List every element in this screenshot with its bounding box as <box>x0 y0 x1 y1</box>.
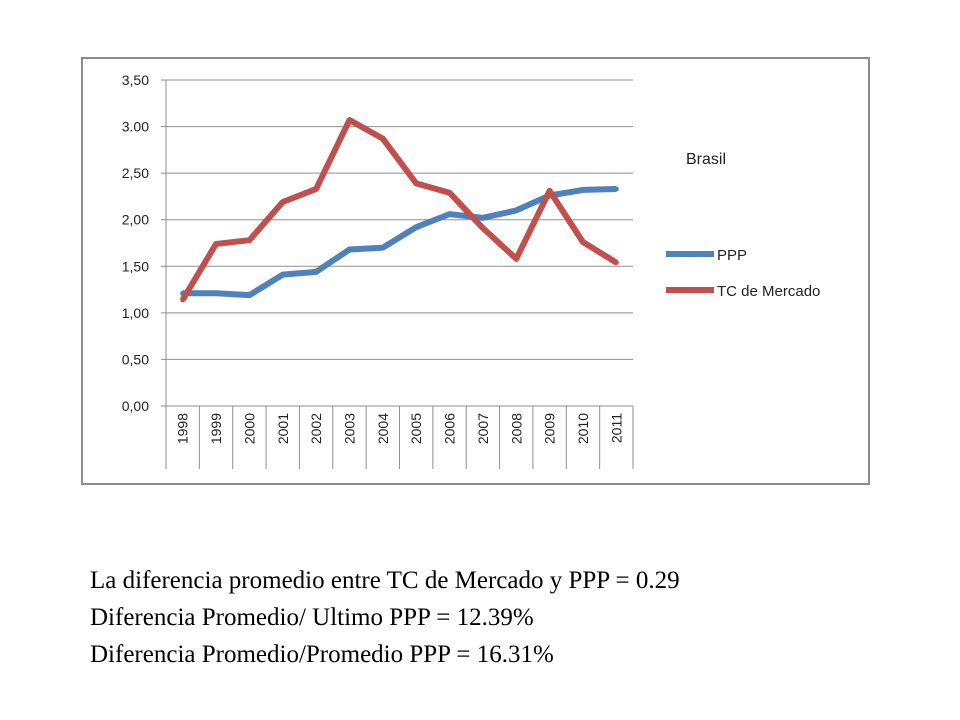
data-point <box>580 239 586 245</box>
x-tick-label: 2002 <box>308 413 324 444</box>
x-tick-label: 1998 <box>175 413 191 444</box>
x-tick-label: 2008 <box>508 413 524 444</box>
x-tick-label: 2005 <box>408 413 424 444</box>
data-point <box>413 180 419 186</box>
data-point <box>246 237 252 243</box>
data-point <box>346 247 352 253</box>
data-point <box>613 260 619 266</box>
y-tick-label: 2,00 <box>122 212 149 228</box>
note-difference-over-average-ppp: Diferencia Promedio/Promedio PPP = 16.31… <box>90 641 554 668</box>
summary-notes: La diferencia promedio entre TC de Merca… <box>90 562 680 673</box>
data-point <box>513 256 519 262</box>
series-line <box>180 117 618 302</box>
x-tick-label: 2004 <box>375 413 391 444</box>
y-tick-label: 2,50 <box>122 165 149 181</box>
note-difference-over-last-ppp: Diferencia Promedio/ Ultimo PPP = 12.39% <box>90 604 534 631</box>
y-tick-label: 0,00 <box>122 398 149 414</box>
data-point <box>280 272 286 278</box>
data-point <box>380 245 386 251</box>
x-tick-label: 2001 <box>275 413 291 444</box>
x-tick-label: 2010 <box>575 413 591 444</box>
data-point <box>513 207 519 213</box>
line-chart: 0,00 0,50 1,00 1,50 2,00 2,50 3.00 3,50 1998 1999… <box>122 72 820 469</box>
data-point <box>380 136 386 142</box>
x-tick-label: 2007 <box>475 413 491 444</box>
data-point <box>480 215 486 221</box>
data-point <box>613 186 619 192</box>
data-point <box>447 190 453 196</box>
data-point <box>313 186 319 192</box>
data-point <box>313 269 319 275</box>
y-tick-label: 3,50 <box>122 72 149 88</box>
x-tick-label: 2006 <box>442 413 458 444</box>
x-tick-label: 2000 <box>241 413 257 444</box>
data-point <box>580 187 586 193</box>
data-point <box>480 225 486 231</box>
x-tick-label: 1999 <box>208 413 224 444</box>
y-tick-label: 1,50 <box>122 258 149 274</box>
data-point <box>413 224 419 230</box>
x-tick-label: 2011 <box>608 413 624 443</box>
legend-label: TC de Mercado <box>717 283 820 300</box>
data-point <box>180 297 186 303</box>
x-tick-label: 2009 <box>542 413 558 444</box>
data-point <box>346 117 352 123</box>
data-point <box>213 290 219 296</box>
chart-title: Brasil <box>686 151 726 168</box>
data-point <box>447 211 453 217</box>
y-tick-label: 3.00 <box>122 119 149 135</box>
x-tick-label: 2003 <box>341 413 357 444</box>
legend-label: PPP <box>717 247 747 264</box>
data-point <box>213 241 219 247</box>
chart-frame: 0,00 0,50 1,00 1,50 2,00 2,50 3.00 3,50 1998 1999… <box>81 57 870 485</box>
note-average-difference: La diferencia promedio entre TC de Merca… <box>90 567 680 594</box>
data-point <box>246 292 252 298</box>
data-point <box>280 199 286 205</box>
y-tick-label: 0,50 <box>122 351 149 367</box>
y-tick-label: 1,00 <box>122 305 149 321</box>
data-point <box>547 188 553 194</box>
